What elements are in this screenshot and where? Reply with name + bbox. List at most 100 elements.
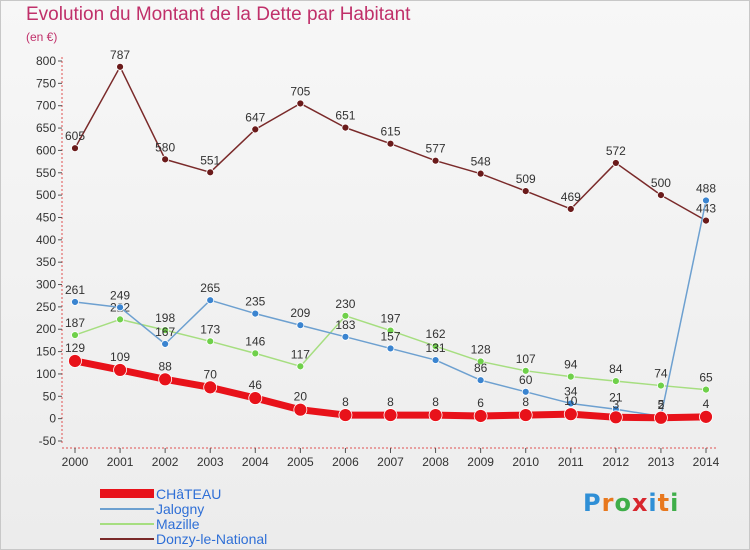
data-label: 3: [613, 397, 620, 411]
data-label: 605: [65, 129, 85, 143]
data-label: 167: [155, 325, 175, 339]
x-tick-label: 2002: [152, 455, 179, 469]
data-point: [341, 311, 350, 320]
x-tick-label: 2005: [287, 455, 314, 469]
data-label: 615: [380, 125, 400, 139]
data-label: 580: [155, 140, 175, 154]
x-tick-label: 2011: [558, 455, 584, 469]
data-point: [566, 205, 575, 213]
data-point: [518, 408, 533, 422]
logo-letter: r: [601, 489, 615, 517]
data-point: [476, 357, 485, 366]
data-label: 6: [477, 396, 484, 410]
data-point: [654, 410, 668, 425]
data-label: 84: [609, 362, 623, 376]
data-label: 197: [380, 312, 400, 326]
data-label: 2: [658, 398, 665, 412]
x-tick-label: 2006: [332, 455, 359, 469]
data-point: [251, 309, 260, 318]
data-label: 183: [335, 318, 355, 332]
data-label: 70: [204, 367, 218, 381]
legend-label: Jalogny: [156, 500, 205, 517]
data-label: 265: [200, 281, 220, 295]
y-tick-label: -50: [39, 434, 57, 448]
data-label: 128: [471, 342, 491, 356]
data-point: [68, 354, 82, 368]
data-point: [206, 168, 215, 177]
logo-letter: i: [648, 489, 658, 517]
data-label: 249: [110, 288, 130, 302]
logo-letter: P: [583, 489, 602, 517]
data-point: [251, 349, 260, 358]
data-label: 74: [654, 367, 668, 381]
data-label: 8: [432, 395, 439, 409]
data-point: [431, 156, 440, 165]
legend-swatch: [100, 537, 154, 540]
data-point: [158, 372, 173, 387]
data-point: [431, 342, 440, 351]
data-point: [341, 123, 350, 132]
data-point: [563, 407, 578, 422]
data-point: [702, 196, 710, 205]
x-tick-label: 2004: [242, 455, 269, 469]
y-tick-label: 550: [36, 166, 56, 180]
data-label: 577: [426, 142, 446, 156]
y-tick-label: 250: [36, 300, 56, 314]
data-label: 235: [245, 295, 265, 309]
data-label: 8: [387, 395, 394, 409]
legend-label: Mazille: [156, 515, 200, 532]
data-point: [293, 402, 308, 417]
data-label: 647: [245, 110, 265, 124]
data-label: 10: [564, 394, 578, 408]
y-tick-label: 500: [36, 188, 56, 202]
y-tick-label: 800: [36, 54, 56, 68]
y-tick-label: 600: [36, 143, 56, 157]
data-label: 500: [651, 176, 671, 190]
x-tick-label: 2000: [62, 455, 89, 469]
data-label: 5: [658, 397, 665, 411]
data-label: 548: [471, 155, 491, 169]
y-tick-label: 450: [36, 210, 56, 224]
data-point: [657, 381, 665, 390]
x-tick-label: 2012: [603, 455, 630, 469]
legend: CHâTEAU Jalogny Mazille Donzy-le-Nationa…: [100, 486, 267, 546]
x-tick-label: 2013: [648, 455, 675, 469]
data-point: [566, 399, 575, 408]
y-tick-label: 350: [36, 255, 56, 269]
data-label: 162: [426, 327, 446, 341]
legend-swatch: [100, 522, 154, 525]
data-label: 787: [110, 48, 130, 62]
data-label: 551: [200, 153, 220, 167]
data-label: 65: [699, 371, 713, 385]
data-point: [702, 385, 710, 394]
x-tick-label: 2008: [422, 455, 449, 469]
data-point: [296, 321, 305, 330]
data-label: 651: [335, 109, 355, 123]
legend-item: Donzy-le-National: [100, 531, 267, 546]
chart-unit: (en €): [26, 30, 58, 44]
data-label: 209: [290, 306, 310, 320]
proxiti-logo: Proxiti: [583, 489, 679, 517]
data-point: [611, 159, 620, 167]
data-point: [296, 362, 305, 371]
data-point: [521, 387, 530, 396]
data-label: 109: [110, 350, 130, 364]
data-point: [71, 144, 79, 153]
x-tick-label: 2001: [107, 455, 134, 469]
data-label: 8: [522, 395, 529, 409]
x-tick-label: 2007: [377, 455, 404, 469]
data-point: [386, 344, 395, 353]
data-label: 157: [380, 329, 400, 343]
data-label: 21: [609, 390, 623, 404]
data-label: 146: [245, 334, 265, 348]
data-point: [383, 408, 398, 422]
y-tick-label: 150: [36, 345, 56, 359]
data-point: [702, 216, 710, 225]
data-label: 94: [564, 358, 578, 372]
data-point: [206, 296, 215, 305]
data-point: [113, 363, 127, 377]
data-label: 129: [65, 341, 85, 355]
legend-item: CHâTEAU: [100, 486, 267, 501]
data-point: [248, 391, 263, 405]
